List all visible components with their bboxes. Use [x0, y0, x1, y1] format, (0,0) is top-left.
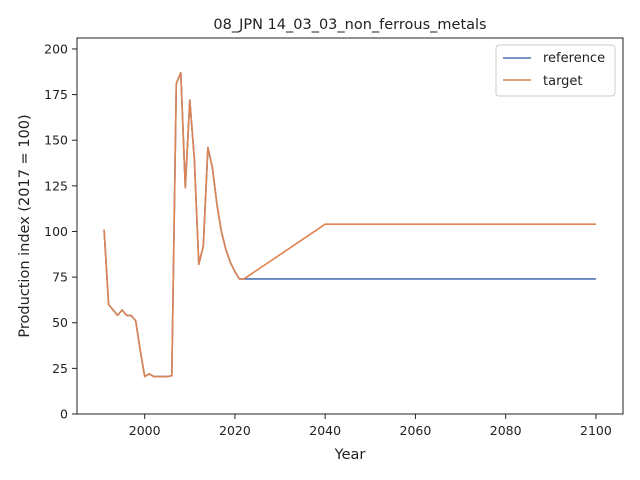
x-axis-label: Year: [334, 447, 366, 463]
y-tick-label: 0: [60, 407, 68, 422]
y-tick-label: 25: [52, 361, 68, 376]
y-tick-label: 100: [44, 224, 68, 239]
x-tick-label: 2020: [219, 423, 251, 438]
y-tick-label: 50: [52, 315, 68, 330]
x-tick-label: 2100: [580, 423, 612, 438]
y-tick-label: 125: [44, 178, 68, 193]
y-axis-ticks: 0 25 50 75 100 125 150 175 200: [44, 41, 77, 422]
plot-frame: [76, 37, 624, 415]
x-axis-ticks: 2000 2020 2040 2060 2080 2100: [129, 414, 612, 438]
y-axis-label: Production index (2017 = 100): [17, 114, 33, 337]
x-tick-label: 2060: [400, 423, 432, 438]
y-tick-label: 200: [44, 41, 68, 56]
legend-label-target: target: [543, 74, 583, 89]
y-tick-label: 150: [44, 133, 68, 148]
chart-title: 08_JPN 14_03_03_non_ferrous_metals: [213, 17, 486, 33]
x-tick-label: 2040: [309, 423, 341, 438]
x-tick-label: 2000: [129, 423, 161, 438]
y-tick-label: 75: [52, 270, 68, 285]
y-tick-label: 175: [44, 87, 68, 102]
x-tick-label: 2080: [490, 423, 522, 438]
plot-series: [103, 71, 596, 378]
legend-label-reference: reference: [543, 51, 605, 66]
legend: reference target: [495, 44, 616, 97]
series-line-target: [103, 71, 596, 378]
